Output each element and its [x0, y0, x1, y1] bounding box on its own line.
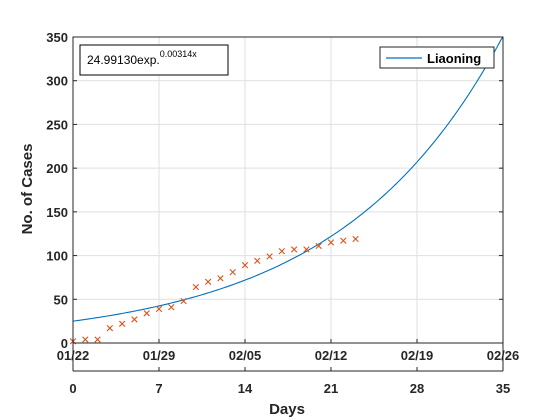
- data-point: [143, 310, 150, 317]
- observed-points-layer: [69, 235, 359, 345]
- data-point: [352, 235, 359, 243]
- y-tick-label: 350: [46, 30, 68, 45]
- grid-lines: [73, 37, 503, 343]
- data-point: [327, 239, 335, 246]
- x-tick-label: 0: [69, 381, 76, 396]
- data-point: [254, 257, 261, 265]
- data-point: [168, 303, 175, 311]
- x-axis-label: Days: [269, 401, 305, 418]
- fit-equation-annotation: 24.99130exp.0.00314x: [79, 44, 229, 76]
- data-point-stroke: [168, 303, 175, 311]
- plot-frame: [72, 36, 504, 344]
- fit-curve-layer: [72, 36, 504, 322]
- data-point: [217, 275, 224, 282]
- data-point: [266, 253, 273, 260]
- data-point-stroke: [266, 253, 273, 260]
- data-point-stroke: [155, 305, 163, 313]
- legend-box: [379, 46, 495, 69]
- date-tick-label: 02/12: [315, 348, 348, 363]
- data-point-stroke: [82, 336, 89, 343]
- x-tick-label: 35: [496, 381, 510, 396]
- data-point-stroke: [143, 310, 150, 317]
- y-tick-label: 50: [54, 292, 68, 307]
- annotation-main: 24.99130exp.: [87, 53, 160, 67]
- data-point-stroke: [131, 316, 138, 323]
- data-point-stroke: [278, 248, 286, 255]
- data-point: [94, 336, 101, 343]
- data-point-stroke: [340, 237, 347, 244]
- data-point: [229, 268, 236, 276]
- data-point: [106, 324, 114, 332]
- y-tick-label: 250: [46, 117, 68, 132]
- data-point-stroke: [229, 268, 236, 276]
- annotation-text: 24.99130exp.0.00314x: [87, 49, 197, 67]
- annotation-exponent: 0.00314x: [160, 49, 198, 59]
- data-point-stroke: [327, 239, 335, 246]
- data-point: [131, 316, 138, 323]
- x-tick-label: 28: [410, 381, 424, 396]
- data-point-stroke: [217, 275, 224, 282]
- annotation-box: [79, 44, 229, 76]
- data-point: [155, 305, 163, 313]
- data-point: [82, 336, 89, 343]
- y-tick-label: 300: [46, 74, 68, 89]
- x-tick-label: 7: [155, 381, 162, 396]
- data-point-stroke: [290, 246, 298, 253]
- legend: Liaoning: [379, 46, 495, 69]
- date-tick-label: 01/29: [143, 348, 176, 363]
- data-point: [315, 242, 322, 250]
- fit-curve-liaoning: [72, 36, 504, 322]
- legend-label-liaoning: Liaoning: [427, 51, 481, 66]
- y-tick-label: 0: [61, 336, 68, 351]
- data-point-stroke: [352, 235, 359, 243]
- data-point: [290, 246, 298, 253]
- data-point: [278, 248, 286, 255]
- x-tick-label: 21: [324, 381, 338, 396]
- data-point-stroke: [204, 278, 212, 285]
- data-point: [204, 278, 212, 285]
- data-point-stroke: [94, 336, 101, 343]
- y-tick-label: 150: [46, 205, 68, 220]
- y-tick-label: 200: [46, 161, 68, 176]
- data-point-stroke: [192, 283, 200, 291]
- data-point: [241, 261, 249, 269]
- data-point-stroke: [106, 324, 114, 332]
- data-point-stroke: [254, 257, 261, 265]
- data-point: [340, 237, 347, 244]
- data-point: [303, 246, 310, 253]
- date-tick-label: 02/19: [401, 348, 434, 363]
- data-point: [192, 283, 200, 291]
- y-tick-label: 100: [46, 249, 68, 264]
- y-axis-label: No. of Cases: [19, 144, 36, 235]
- data-point-stroke: [303, 246, 310, 253]
- data-point: [118, 320, 126, 327]
- data-point-stroke: [315, 242, 322, 250]
- date-tick-label: 02/05: [229, 348, 262, 363]
- data-point: [180, 297, 187, 305]
- x-tick-label: 14: [238, 381, 253, 396]
- data-point-stroke: [180, 297, 187, 305]
- data-point-stroke: [118, 320, 126, 327]
- data-point-stroke: [241, 261, 249, 269]
